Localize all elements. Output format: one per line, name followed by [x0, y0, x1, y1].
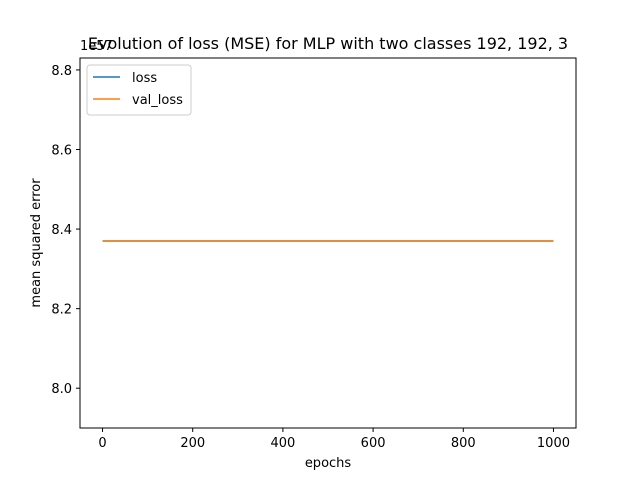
y-tick-label: 8.2 [51, 303, 72, 318]
y-tick-label: 8.6 [51, 144, 72, 159]
plot-frame [79, 57, 577, 429]
legend: loss val_loss [86, 64, 192, 116]
x-tick-label: 0 [98, 436, 106, 451]
x-tick-label: 800 [451, 436, 476, 451]
y-tick-label: 8.4 [51, 223, 72, 238]
y-tick-label: 8.8 [51, 64, 72, 79]
legend-label-val-loss: val_loss [132, 93, 183, 108]
y-tick-label: 8.0 [51, 382, 72, 397]
x-tick-label: 1000 [537, 436, 570, 451]
x-tick-label: 600 [361, 436, 386, 451]
y-axis-title: mean squared error [29, 178, 44, 308]
chart-title: Evolution of loss (MSE) for MLP with two… [88, 34, 568, 53]
x-axis-title: epochs [305, 456, 352, 471]
x-tick-label: 200 [180, 436, 205, 451]
x-tick-label: 400 [270, 436, 295, 451]
y-offset-label: 1e57 [80, 39, 113, 54]
legend-label-loss: loss [132, 71, 157, 86]
